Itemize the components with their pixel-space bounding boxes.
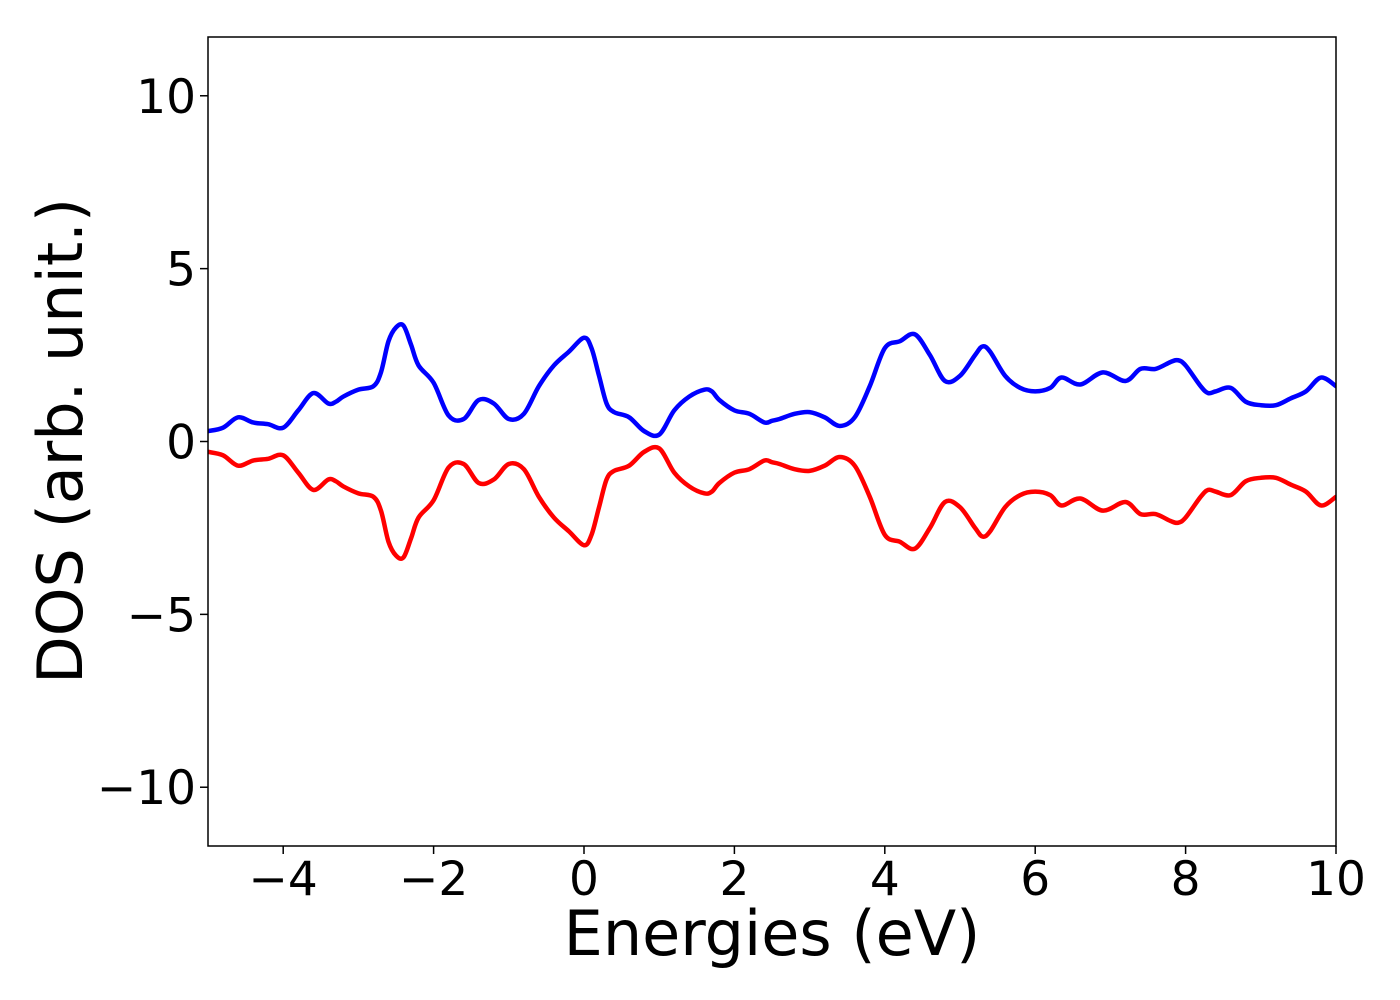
y-axis: 10 5 0 −5 −10 — [97, 70, 208, 816]
x-axis-label: Energies (eV) — [564, 897, 981, 970]
series-layer — [208, 322, 1336, 561]
y-tick-label: 5 — [166, 243, 196, 298]
x-tick-label: 8 — [1171, 852, 1201, 907]
series-line-1 — [208, 322, 1336, 439]
x-axis: −4 −2 0 2 4 6 8 10 — [249, 846, 1366, 907]
x-tick-label: 0 — [569, 852, 599, 907]
y-tick-label: −5 — [127, 588, 196, 643]
y-tick-label: 0 — [166, 416, 196, 471]
x-tick-label: −4 — [249, 852, 318, 907]
x-tick-label: −2 — [399, 852, 468, 907]
x-tick-label: 10 — [1306, 852, 1366, 907]
x-tick-label: 2 — [719, 852, 749, 907]
y-axis-label: DOS (arb. unit.) — [24, 198, 97, 684]
y-tick-label: −10 — [97, 761, 196, 816]
plot-frame — [207, 36, 1337, 847]
x-tick-label: 6 — [1020, 852, 1050, 907]
series-line-2 — [208, 444, 1336, 561]
y-tick-label: 10 — [136, 70, 196, 125]
x-tick-label: 4 — [870, 852, 900, 907]
